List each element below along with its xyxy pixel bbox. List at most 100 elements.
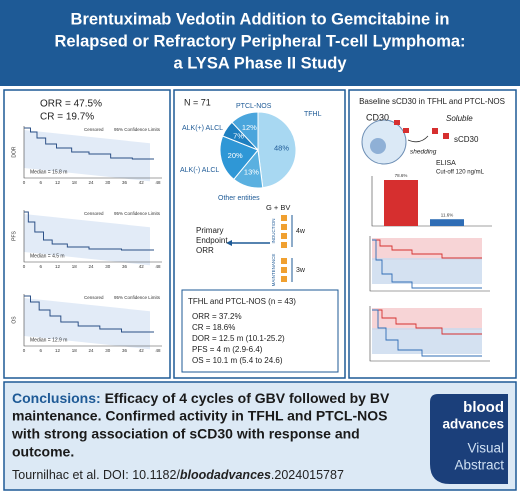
km-legend: 95% Confidence Limits (114, 295, 161, 300)
km-x-tick: 24 (88, 264, 94, 269)
title-line: a LYSA Phase II Study (173, 54, 347, 72)
km-plot: OS Median = 12.9 m Censored 95% Confidence … (11, 294, 162, 353)
pie-slice (231, 111, 259, 152)
km-curve (24, 127, 155, 160)
km-legend: Censored (84, 127, 104, 132)
km-label: OS (11, 316, 17, 324)
km-x-tick: 12 (55, 180, 61, 185)
subgroup-item: DOR = 12.5 m (10.1-25.2) (192, 334, 285, 343)
pie-value-label: 7% (233, 132, 244, 141)
km-x-tick: 6 (39, 264, 42, 269)
logo-text: blood (463, 399, 504, 416)
km-band-blue (372, 328, 482, 354)
km-x-tick: 6 (39, 180, 42, 185)
soluble-label: Soluble (446, 114, 473, 123)
km-legend: 95% Confidence Limits (114, 127, 161, 132)
pie-value-label: 20% (228, 151, 243, 160)
km-axes (369, 306, 490, 362)
km-plots: DOR Median = 15.8 m Censored 95% Confidence… (11, 126, 162, 353)
logo-badge (430, 394, 508, 484)
km-legend: Censored (84, 211, 104, 216)
km-x-tick: 48 (155, 348, 161, 353)
maintenance-interval: 3w (296, 267, 306, 274)
km-label: DOR (11, 146, 17, 158)
n-text: N = 71 (184, 97, 211, 107)
km-band-red (372, 238, 482, 260)
km-curve-red (372, 239, 482, 259)
pie-value-label: 12% (242, 123, 257, 132)
km-x-tick: 18 (72, 264, 78, 269)
km-curve-red (372, 309, 482, 335)
km-plot: PFS Median = 4.5 m Censored 95% Confidence … (11, 210, 162, 269)
cycle-squares (281, 215, 287, 282)
km-x-tick: 42 (139, 348, 145, 353)
subgroup-item: ORR = 37.2% (192, 312, 242, 321)
km-x-tick: 30 (105, 180, 111, 185)
cd30-label: CD30 (366, 112, 389, 122)
pie-label: TFHL (304, 111, 322, 118)
pie-value-label: 13% (244, 168, 259, 177)
km-x-tick: 48 (155, 180, 161, 185)
cr-text: CR = 19.7% (40, 112, 94, 123)
title-line: Relapsed or Refractory Peripheral T-cell… (54, 32, 465, 50)
km-band (24, 213, 150, 266)
orr-text: ORR = 47.5% (40, 99, 102, 110)
km-band (24, 297, 150, 350)
elisa-label: ELISA (436, 160, 456, 167)
km-x-tick: 42 (139, 264, 145, 269)
citation: Tournilhac et al. DOI: 10.1182/bloodadva… (12, 468, 344, 482)
subgroup-title: TFHL and PTCL-NOS (n = 43) (188, 297, 296, 306)
km-x-tick: 24 (88, 348, 94, 353)
km-plot-right (369, 306, 490, 362)
cutoff-label: Cut-off 120 ng/mL (436, 170, 485, 176)
subgroup-item: OS = 10.1 m (5.4 to 24.6) (192, 356, 283, 365)
km-plot: DOR Median = 15.8 m Censored 95% Confidence… (11, 126, 162, 185)
endpoint-text: Primary (196, 226, 224, 235)
km-x-tick: 24 (88, 180, 94, 185)
scd30-label: sCD30 (454, 135, 479, 144)
bar (384, 180, 418, 226)
km-median: Median = 4.5 m (30, 253, 65, 259)
maintenance-label: MAINTENANCE (271, 254, 276, 287)
conclusion-line: maintenance. Confirmed activity in TFHL … (12, 408, 387, 424)
km-x-tick: 36 (122, 348, 128, 353)
conclusion-line: Conclusions: Efficacy of 4 cycles of GBV… (12, 390, 390, 406)
header-band (0, 0, 520, 86)
citation-suffix: .2024015787 (271, 468, 344, 482)
km-axes (23, 210, 162, 263)
pie-label: Other entities (218, 195, 260, 202)
bar-value-label: 78.6% (395, 173, 408, 178)
logo-text: Visual (467, 441, 504, 456)
shedding-arrow (407, 135, 429, 143)
citation-prefix: Tournilhac et al. DOI: 10.1182/ (12, 468, 180, 482)
km-median: Median = 15.8 m (30, 169, 67, 175)
subgroup-item: PFS = 4 m (2.9-6.4) (192, 345, 263, 354)
km-curve-blue (372, 239, 482, 289)
km-x-tick: 48 (155, 264, 161, 269)
km-band-blue (372, 258, 482, 284)
pie-slice (219, 135, 259, 180)
km-curve (24, 295, 155, 333)
regimen: G + BV (266, 203, 290, 212)
km-x-tick: 42 (139, 180, 145, 185)
km-median: Median = 12.9 m (30, 337, 67, 343)
pie-label: ALK(+) ALCL (182, 125, 223, 132)
subgroup-box (181, 289, 339, 373)
km-x-tick: 0 (23, 348, 26, 353)
induction-interval: 4w (296, 228, 306, 235)
km-band (24, 129, 150, 182)
km-axes (369, 236, 490, 292)
km-axes (23, 294, 162, 347)
km-x-tick: 36 (122, 180, 128, 185)
km-plots-right (369, 236, 490, 362)
km-x-tick: 18 (72, 180, 78, 185)
km-x-tick: 30 (105, 264, 111, 269)
km-axes (23, 126, 162, 179)
conclusion-text: Efficacy of 4 cycles of GBV followed by … (105, 390, 390, 406)
title-line: Brentuximab Vedotin Addition to Gemcitab… (71, 10, 450, 28)
km-x-tick: 6 (39, 348, 42, 353)
km-x-tick: 0 (23, 180, 26, 185)
conclusion-label: Conclusions: (12, 390, 101, 406)
cd30-receptors (394, 120, 449, 139)
bar-value-label: 11.6% (441, 212, 453, 217)
